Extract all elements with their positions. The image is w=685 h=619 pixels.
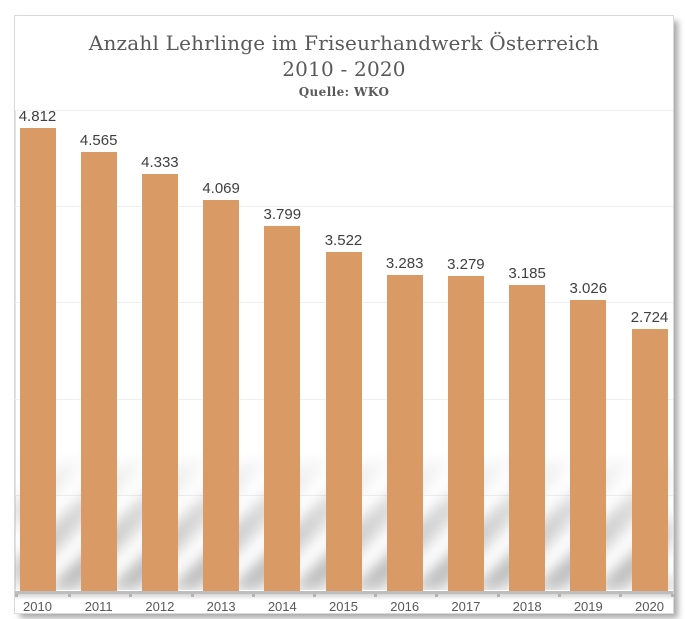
bar (203, 199, 240, 591)
x-axis-tick (618, 594, 622, 597)
x-axis-tick-label: 2015 (329, 599, 358, 614)
x-axis-tick (671, 594, 674, 597)
bar-value-label: 3.522 (324, 232, 363, 250)
x-axis-tick-label: 2019 (573, 599, 603, 614)
x-axis-tick (68, 594, 72, 597)
x-axis-tick (496, 594, 500, 597)
bar (570, 299, 607, 591)
x-axis (15, 591, 674, 600)
bar-value-label: 3.799 (263, 205, 302, 223)
bar (386, 275, 423, 591)
x-axis-tick-label: 2010 (23, 599, 52, 614)
x-axis-tick (190, 594, 194, 597)
x-axis-tick-label: 2018 (512, 599, 542, 614)
bar (80, 151, 117, 591)
bar-value-label: 4.333 (141, 154, 179, 172)
x-axis-tick (435, 594, 439, 597)
x-axis-tick (557, 594, 561, 597)
x-axis-tick-label: 2017 (451, 599, 481, 614)
bar (141, 174, 178, 591)
x-axis-tick (129, 594, 133, 597)
bar (447, 275, 484, 591)
bar (509, 284, 546, 591)
bar-value-label: 3.283 (385, 255, 424, 273)
chart-header: Anzahl Lehrlinge im Friseurhandwerk Öste… (15, 30, 673, 100)
bar (325, 252, 362, 591)
x-axis-tick (312, 594, 316, 597)
bar-value-label: 2.724 (630, 308, 669, 326)
bar (19, 128, 56, 591)
x-axis-tick-label: 2014 (267, 599, 297, 614)
x-axis-tick-label: 2011 (84, 599, 113, 614)
bar (631, 328, 668, 591)
x-axis-tick (374, 594, 378, 597)
bar-value-label: 4.812 (18, 108, 57, 126)
x-axis-tick-label: 2020 (635, 599, 664, 614)
x-axis-tick-label: 2012 (145, 599, 175, 614)
x-axis-tick (251, 594, 255, 597)
x-axis-shadow (15, 594, 673, 600)
bar (264, 225, 301, 591)
bar-value-label: 3.279 (447, 255, 485, 273)
x-axis-tick-label: 2016 (390, 599, 420, 614)
y-axis-line (15, 110, 16, 591)
gridline (15, 206, 673, 208)
bar-value-label: 3.185 (508, 264, 546, 282)
x-axis-tick-label: 2013 (206, 599, 236, 614)
chart-title: Anzahl Lehrlinge im Friseurhandwerk Öste… (88, 31, 600, 55)
bar-value-label: 4.069 (202, 179, 240, 197)
bar-value-label: 4.565 (79, 131, 118, 149)
gridline (15, 110, 673, 111)
chart-source: Quelle: WKO (298, 85, 390, 99)
chart-window: Anzahl Lehrlinge im Friseurhandwerk Öste… (14, 15, 674, 614)
bar-value-label: 3.026 (569, 279, 608, 297)
x-axis-tick (15, 594, 18, 597)
plot-area: 4.812 4.565 4.333 4.069 3.799 3.522 3.283 3.279… (15, 108, 673, 591)
chart-subtitle: 2010 - 2020 (282, 57, 406, 81)
